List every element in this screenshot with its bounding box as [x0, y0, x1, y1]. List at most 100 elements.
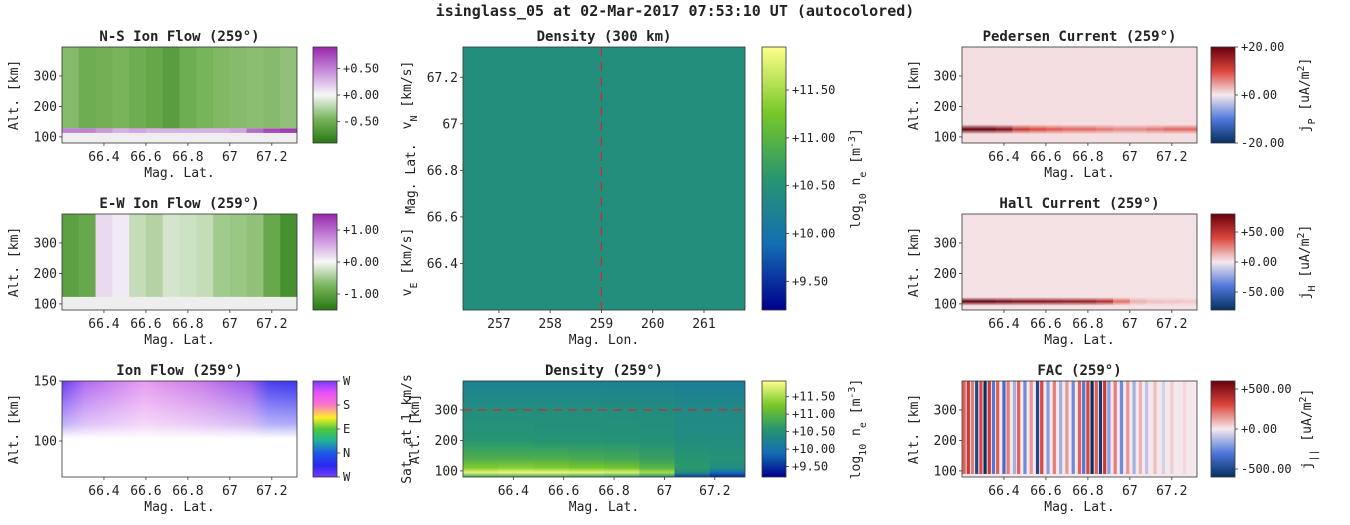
heatmap-cell [213, 47, 231, 129]
x-tick-label: 66.4 [988, 484, 1019, 499]
x-tick-label: 257 [487, 317, 510, 332]
x-tick-label: 67 [1122, 150, 1138, 165]
heatmap-band-cell [1129, 124, 1148, 135]
plot-frame [61, 380, 298, 478]
heatmap-cell [229, 128, 248, 133]
colorbar [313, 47, 337, 143]
y-tick-label: 150 [34, 375, 57, 390]
heatmap-cell [280, 214, 297, 297]
panel-title: N-S Ion Flow (259°) [99, 29, 259, 45]
heatmap-cell [78, 128, 97, 133]
y-axis-label: Alt. [km] [408, 394, 423, 464]
x-tick-label: 66.4 [88, 150, 119, 165]
colorbar-label: Sat. at 1 km/s [400, 374, 415, 484]
colorbar-tick-label: +9.50 [792, 460, 828, 474]
heatmap-cell [263, 128, 281, 133]
heatmap-band-cell [1180, 124, 1197, 135]
heatmap-cell [62, 132, 297, 143]
heatmap-band-cell [1113, 297, 1131, 306]
heatmap-band-cell [1062, 124, 1081, 135]
y-tick-label: 200 [934, 434, 957, 449]
y-axis-label: Alt. [km] [907, 60, 922, 130]
colorbar-tick-label: +1.00 [343, 223, 379, 237]
heatmap-band-cell [1045, 124, 1064, 135]
x-tick-label: 260 [641, 317, 664, 332]
heatmap-cell [62, 214, 80, 297]
x-tick-label: 66.8 [172, 484, 203, 499]
y-tick-label: 66.6 [427, 210, 458, 225]
y-tick-label: 200 [934, 100, 957, 115]
x-tick-label: 66.4 [988, 150, 1019, 165]
heatmap-band-cell [1163, 124, 1181, 135]
colorbar-tick-label: +0.00 [343, 88, 379, 102]
heatmap-band-cell [1079, 124, 1097, 135]
colorbar-tick-label: +10.50 [792, 179, 835, 193]
heatmap-band-cell [1079, 297, 1097, 306]
y-axis-label: Alt. [km] [7, 60, 22, 130]
plot-frame [961, 213, 1198, 311]
colorbar-tick-label: +0.50 [343, 61, 379, 75]
x-tick-label: 67 [222, 317, 238, 332]
x-tick-label: 67.2 [256, 317, 287, 332]
x-tick-label: 67 [657, 484, 673, 499]
x-tick-label: 66.4 [88, 317, 119, 332]
heatmap-cell [112, 214, 130, 297]
heatmap-band-cell [1062, 297, 1081, 306]
heatmap-column [533, 381, 570, 477]
heatmap-ionflow [62, 381, 297, 477]
x-axis-label: Mag. Lat. [1044, 166, 1114, 181]
plot-frame [961, 46, 1198, 144]
y-tick-label: 100 [34, 130, 57, 145]
fac-column [979, 381, 983, 474]
x-tick-label: 66.4 [988, 317, 1019, 332]
x-tick-label: 67.2 [1156, 150, 1187, 165]
heatmap-cell [112, 128, 130, 133]
plot-frame [61, 213, 298, 311]
heatmap-cell [95, 214, 113, 297]
y-tick-label: 200 [934, 267, 957, 282]
panel-title: Density (259°) [545, 363, 663, 379]
panel-ionflow: Ion Flow (259°) 66.4 66.6 66.8 67 67.2 Mag. La… [7, 363, 415, 515]
heatmap-band-cell [962, 124, 980, 135]
heatmap-cell [78, 214, 97, 297]
heatmap-cell [95, 47, 113, 129]
fac-column [987, 381, 991, 474]
heatmap-band-cell [1045, 297, 1064, 306]
x-tick-label: 66.8 [598, 484, 629, 499]
colorbar-label: vE [km/s] [400, 228, 420, 297]
y-tick-label: 200 [34, 267, 57, 282]
colorbar-tick-label: -0.50 [343, 115, 379, 129]
x-tick-label: 66.6 [548, 484, 579, 499]
fac-column [1071, 381, 1075, 474]
x-tick-label: 67.2 [699, 484, 730, 499]
heatmap-cell [129, 128, 147, 133]
colorbar-tick-label: +20.00 [1241, 40, 1284, 54]
heatmap-cell [62, 128, 80, 133]
heatmap-cell [229, 47, 248, 129]
colorbar [313, 381, 337, 477]
fac-column [1103, 381, 1107, 474]
x-tick-label: 261 [692, 317, 715, 332]
panel-title: Ion Flow (259°) [116, 363, 242, 379]
heatmap-cell [280, 128, 297, 133]
heatmap-cell [229, 214, 248, 297]
colorbar-label: j|| [uA/m2] [1298, 389, 1320, 470]
colorbar-tick-label: +10.00 [792, 226, 835, 240]
heatmap-cell [246, 214, 265, 297]
x-tick-label: 66.6 [1030, 150, 1061, 165]
y-axis-label: Mag. Lat. [404, 143, 419, 213]
colorbar-tick-label: +11.50 [792, 83, 835, 97]
heatmap-band-cell [1163, 297, 1181, 306]
colorbar-tick-label: +11.50 [792, 390, 835, 404]
x-tick-label: 66.8 [172, 150, 203, 165]
heatmap-ped [962, 47, 1197, 143]
colorbar-tick-label: E [343, 422, 350, 436]
heatmap-cell [145, 128, 164, 133]
x-tick-label: 67 [222, 150, 238, 165]
heatmap-band-cell [962, 297, 980, 306]
heatmap-column [674, 381, 711, 477]
heatmap-fade [62, 381, 297, 477]
colorbar-label: jP [uA/m2] [1296, 58, 1318, 133]
heatmap-band-cell [978, 297, 997, 306]
colorbar-tick-label: +0.00 [1241, 88, 1277, 102]
